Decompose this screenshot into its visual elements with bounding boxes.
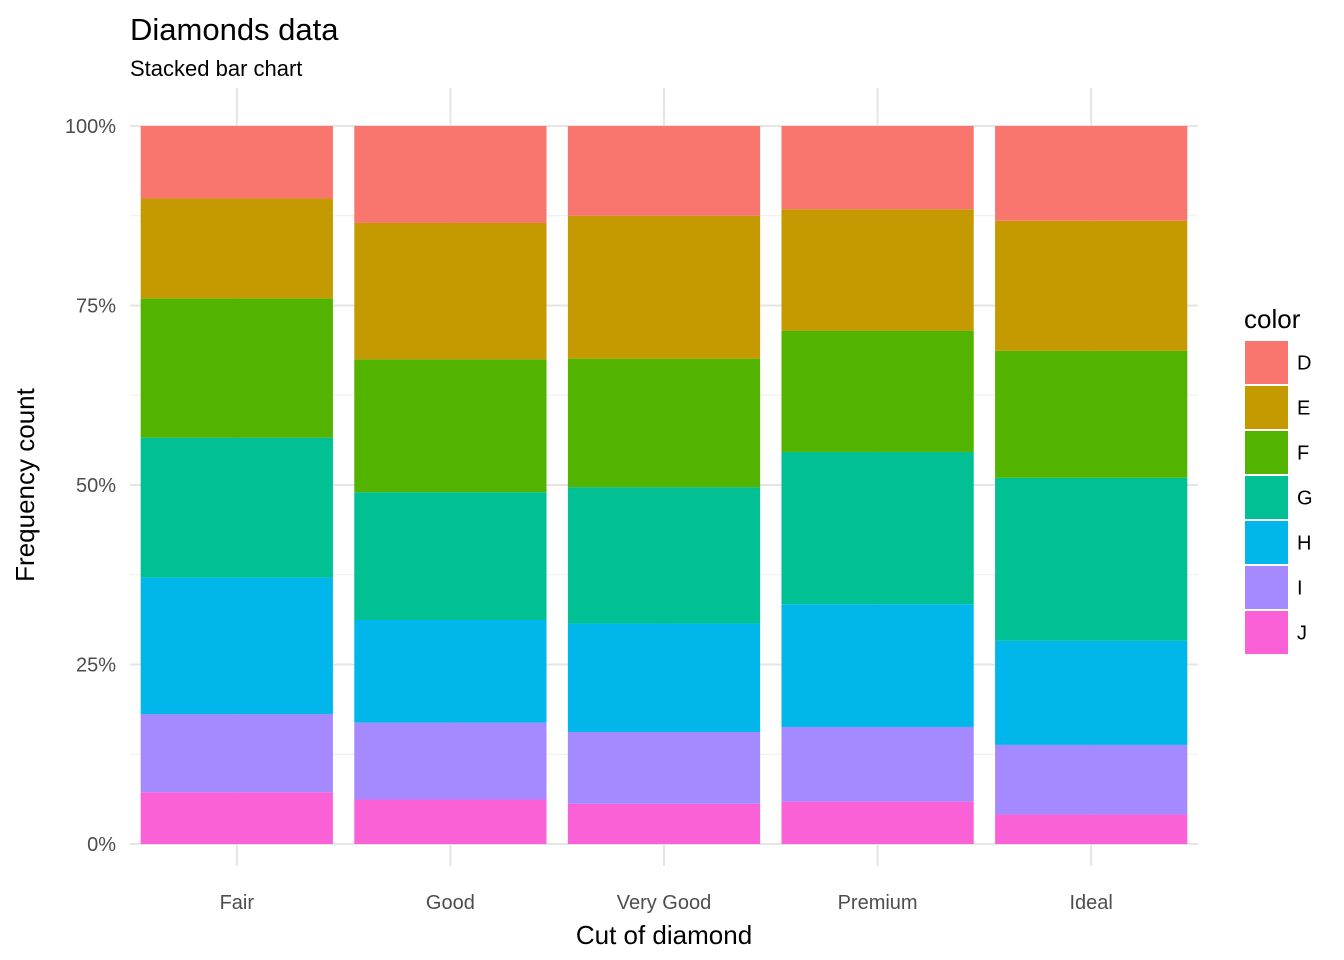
chart-subtitle: Stacked bar chart — [130, 56, 302, 81]
bar-segment-ideal-h — [995, 640, 1188, 745]
bar-segment-good-f — [354, 359, 547, 493]
x-tick-label: Very Good — [617, 892, 712, 914]
legend-label-e: E — [1297, 398, 1310, 420]
bar-segment-very-good-h — [567, 623, 761, 732]
y-tick-label: 0% — [87, 834, 116, 856]
bar-segment-very-good-e — [567, 215, 761, 359]
bar-segment-premium-h — [781, 604, 974, 727]
y-tick-label: 75% — [76, 296, 116, 318]
legend-items: D E F G H I J — [1245, 341, 1313, 654]
legend-label-h: H — [1297, 533, 1311, 555]
bar-segment-fair-h — [140, 577, 333, 715]
bar-segment-fair-e — [140, 198, 333, 299]
x-axis-ticks: Fair Good Very Good Premium Ideal — [220, 892, 1113, 914]
legend-key-h — [1245, 521, 1288, 564]
bar-segment-very-good-f — [567, 358, 761, 488]
legend-key-j — [1245, 611, 1288, 654]
bar-segment-very-good-i — [567, 731, 761, 804]
y-axis-title: Frequency count — [10, 387, 40, 581]
legend-key-i — [1245, 566, 1288, 609]
bar-segment-ideal-e — [995, 220, 1188, 351]
bar-segment-good-i — [354, 722, 547, 800]
bar-segment-very-good-j — [567, 803, 761, 844]
y-tick-label: 100% — [65, 116, 116, 138]
bar-segment-very-good-g — [567, 487, 761, 624]
bar-segment-ideal-g — [995, 477, 1188, 641]
x-tick-label: Good — [426, 892, 475, 914]
legend-label-g: G — [1297, 488, 1313, 510]
bar-segment-premium-d — [781, 126, 974, 210]
legend-label-j: J — [1297, 623, 1307, 645]
y-tick-label: 50% — [76, 475, 116, 497]
legend-label-f: F — [1297, 443, 1309, 465]
x-tick-label: Fair — [220, 892, 255, 914]
bar-segment-premium-e — [781, 209, 974, 331]
bar-segment-premium-j — [781, 801, 974, 844]
legend-label-i: I — [1297, 578, 1303, 600]
x-axis-title: Cut of diamond — [576, 920, 752, 950]
bar-segment-very-good-d — [567, 126, 761, 216]
legend-key-d — [1245, 341, 1288, 384]
bar-segment-good-d — [354, 126, 547, 223]
bar-segment-fair-d — [140, 126, 333, 199]
y-axis-ticks: 0% 25% 50% 75% 100% — [65, 116, 116, 856]
bar-segment-ideal-d — [995, 126, 1188, 221]
legend-label-d: D — [1297, 353, 1311, 375]
legend-key-e — [1245, 386, 1288, 429]
bar-segment-fair-i — [140, 714, 333, 793]
legend-key-f — [1245, 431, 1288, 474]
bar-segment-ideal-f — [995, 350, 1188, 478]
bar-segment-ideal-j — [995, 814, 1188, 844]
bar-segment-good-j — [354, 799, 547, 844]
bar-segment-fair-f — [140, 298, 333, 438]
bar-segment-fair-j — [140, 792, 333, 844]
bar-segment-good-g — [354, 492, 547, 620]
chart-title: Diamonds data — [130, 12, 339, 47]
bar-segment-good-h — [354, 619, 547, 723]
legend-key-g — [1245, 476, 1288, 519]
bar-segment-premium-i — [781, 726, 974, 802]
bar-segment-ideal-i — [995, 744, 1188, 815]
x-tick-label: Premium — [838, 892, 918, 914]
bar-segment-premium-f — [781, 330, 974, 452]
x-tick-label: Ideal — [1070, 892, 1113, 914]
legend-title: color — [1244, 304, 1301, 334]
bar-segment-good-e — [354, 222, 547, 360]
bar-segment-fair-g — [140, 437, 333, 578]
legend: color D E F G H I J — [1244, 304, 1313, 654]
y-tick-label: 25% — [76, 655, 116, 677]
bars — [140, 126, 1188, 844]
bar-segment-premium-g — [781, 451, 974, 605]
